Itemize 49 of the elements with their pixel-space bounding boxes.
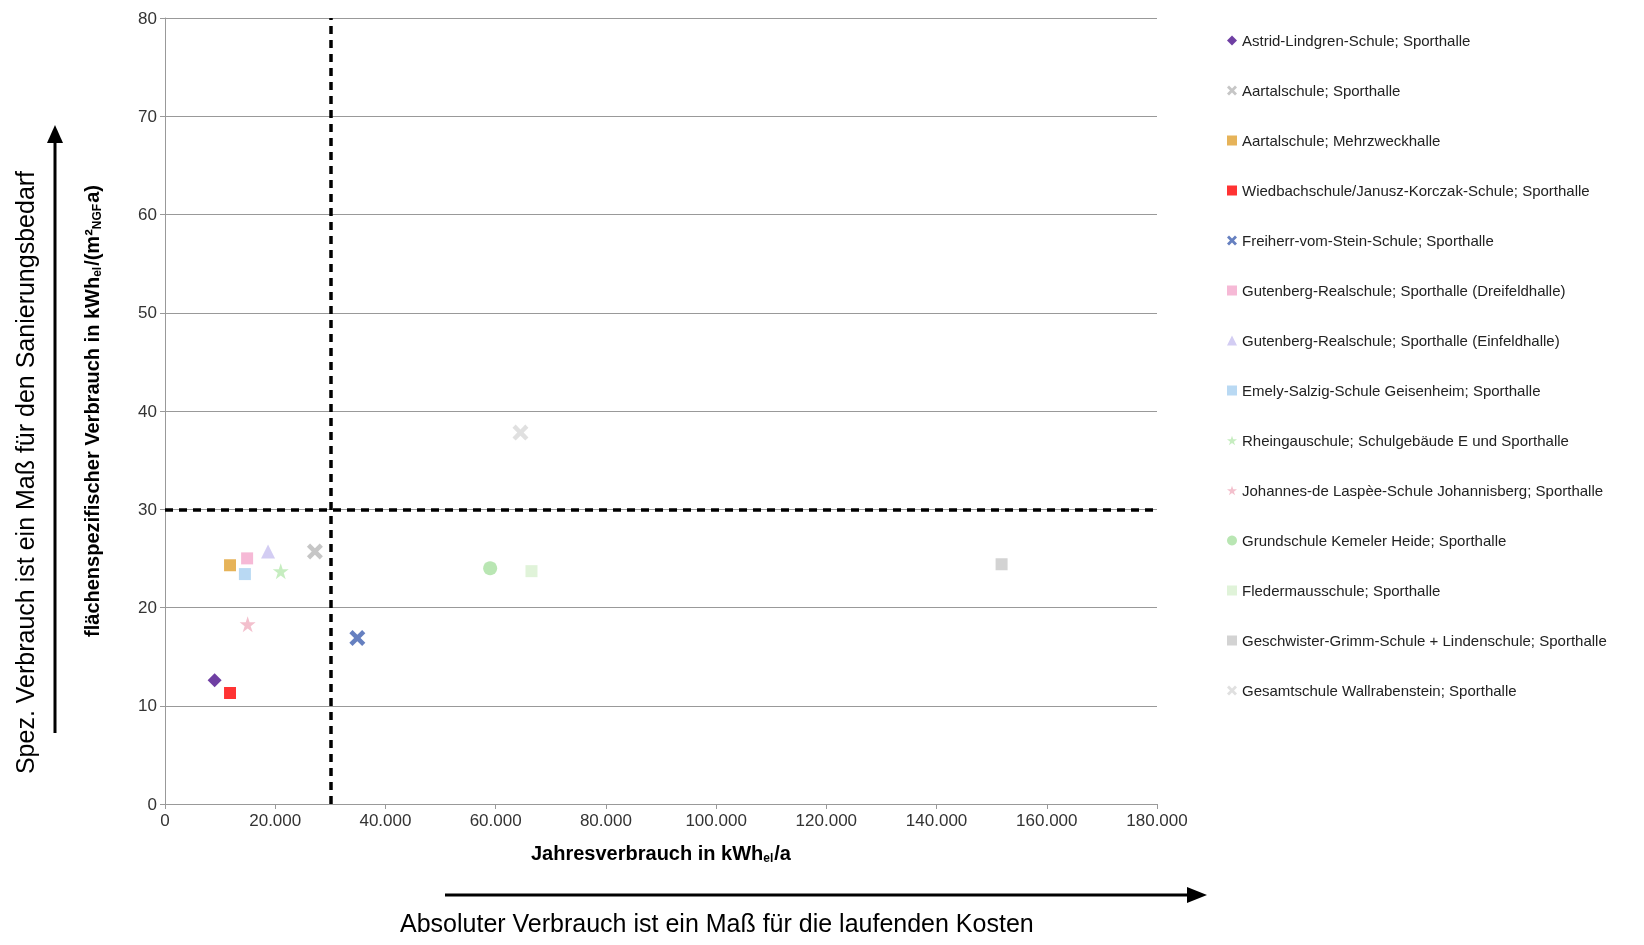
- legend-label: Grundschule Kemeler Heide; Sporthalle: [1242, 532, 1507, 549]
- point: [349, 629, 366, 646]
- x-tick-label: 0: [160, 811, 170, 830]
- text: Absoluter Verbrauch ist ein Maß für die laufenden Kosten: [400, 908, 1034, 937]
- legend-label: Aartalschule; Sporthalle: [1242, 82, 1401, 99]
- point: [261, 544, 276, 559]
- y-tick-label: 80: [138, 8, 157, 28]
- point: [241, 552, 254, 565]
- legend-label: Gutenberg-Realschule; Sporthalle (Dreifeldhalle): [1242, 282, 1566, 299]
- y-tick-label: 20: [138, 598, 157, 617]
- x-tick-label: 40.000: [359, 811, 412, 830]
- legend-label: Wiedbachschule/Janusz-Korczak-Schule; Sporthalle: [1242, 182, 1590, 199]
- legend-label: Rheingauschule; Schulgebäude E und Sporthalle: [1242, 432, 1569, 449]
- x-tick-label: 100.000: [685, 811, 747, 830]
- legend-label: Geschwister-Grimm-Schule + Lindenschule; Sporthalle: [1242, 632, 1607, 649]
- point: [272, 563, 289, 580]
- y-tick-label: 60: [138, 205, 157, 224]
- y-tick-label: 10: [138, 696, 157, 716]
- text: Spez. Verbrauch ist ein Maß für den Sanierungsbedarf: [10, 170, 39, 775]
- y-tick-label: 50: [138, 303, 157, 323]
- x-tick-label: 120.000: [795, 811, 858, 830]
- y-tick-label: 30: [138, 499, 157, 519]
- point: [207, 673, 222, 688]
- x-tick-label: 180.000: [1126, 811, 1188, 830]
- y-tick-label: 0: [147, 794, 157, 814]
- legend-label: Aartalschule; Mehrzweckhalle: [1242, 132, 1441, 149]
- legend-label: Gutenberg-Realschule; Sporthalle (Einfeldhalle): [1242, 332, 1560, 349]
- legend-label: Emely-Salzig-Schule Geisenheim; Sporthalle: [1242, 382, 1541, 399]
- x-tick-label: 160.000: [1016, 811, 1078, 830]
- point: [512, 424, 529, 441]
- x-tick-label: 20.000: [249, 811, 302, 830]
- legend-label: Astrid-Lindgren-Schule; Sporthalle: [1242, 32, 1471, 49]
- point: [306, 543, 323, 560]
- point: [224, 686, 237, 699]
- y-tick-label: 40: [138, 401, 157, 421]
- x-tick-label: 60.000: [469, 811, 522, 830]
- point: [238, 568, 251, 581]
- point: [224, 559, 237, 572]
- x-tick-label: 80.000: [579, 811, 632, 830]
- point: [525, 565, 538, 578]
- point: [995, 558, 1008, 571]
- point: [483, 561, 498, 576]
- legend-label: Fledermausschule; Sporthalle: [1242, 582, 1441, 599]
- legend-label: Freiherr-vom-Stein-Schule; Sporthalle: [1242, 232, 1494, 249]
- legend-label: Gesamtschule Wallrabenstein; Sporthalle: [1242, 682, 1517, 699]
- x-tick-label: 140.000: [905, 811, 968, 830]
- y-tick-label: 70: [138, 106, 157, 126]
- legend-label: Johannes-de Laspèe-Schule Johannisberg; Sporthalle: [1242, 482, 1604, 499]
- point: [239, 616, 256, 633]
